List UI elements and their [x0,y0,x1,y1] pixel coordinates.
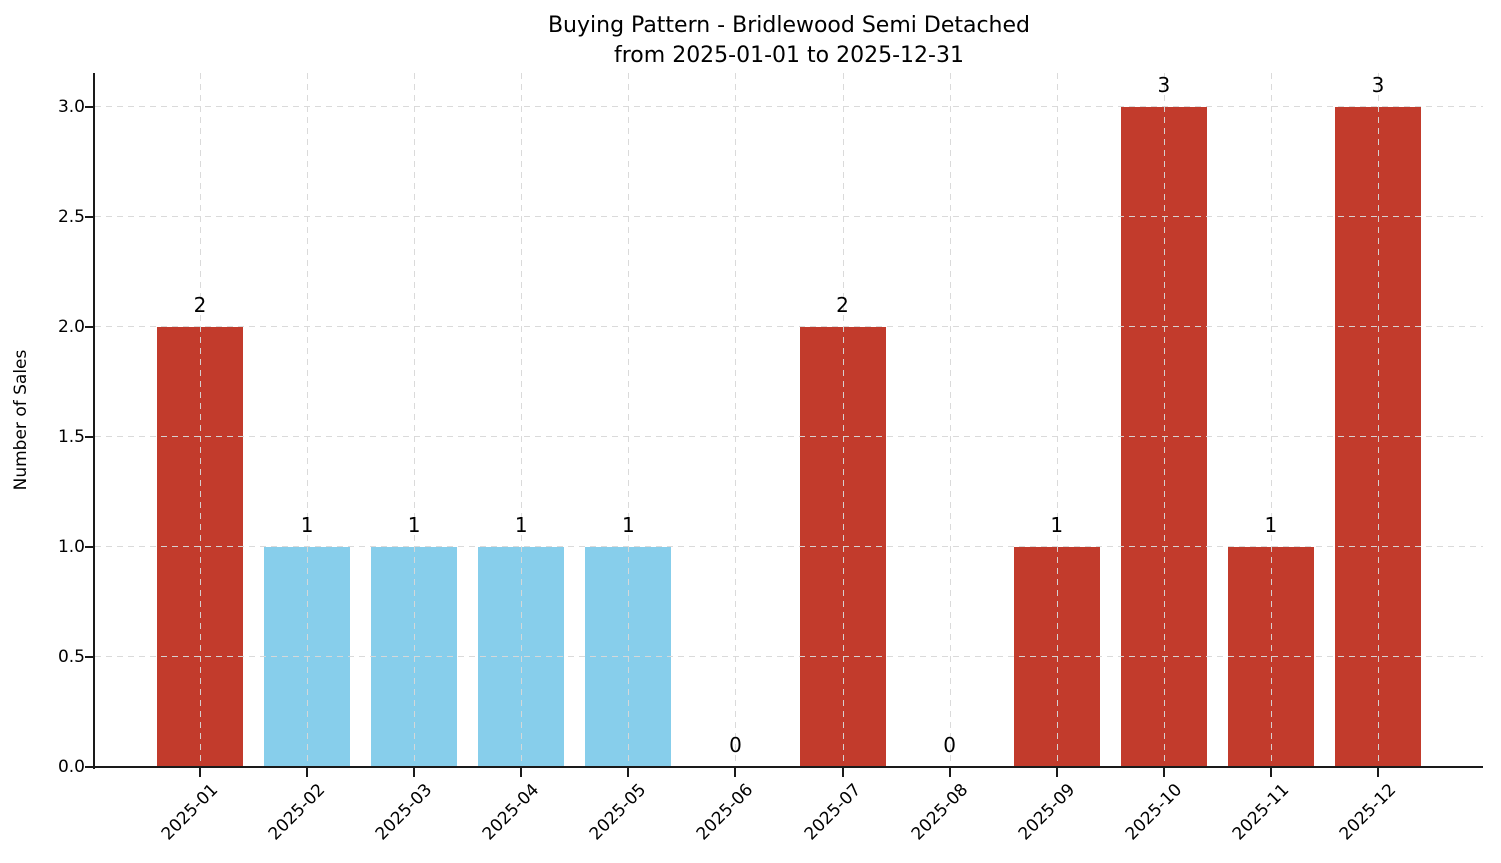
bar-value-label-2025-11: 1 [1264,513,1278,537]
bar-value-label-2025-07: 2 [836,293,849,317]
y-tick-label-3.0: 3.0 [57,97,85,117]
gridline-v-2025-02 [307,73,309,767]
chart-title-line1: Buying Pattern - Bridlewood Semi Detache… [547,13,1031,38]
gridline-v-2025-11 [1270,73,1272,767]
y-tick-2.0 [85,326,95,328]
bar-value-label-2025-02: 1 [300,513,314,537]
x-tick-label-2025-02: 2025-02 [264,780,330,845]
x-tick-2025-07 [841,767,844,777]
gridline-v-2025-09 [1056,73,1058,767]
x-tick-label-2025-12: 2025-12 [1335,780,1401,845]
bar-value-label-2025-04: 1 [514,513,528,537]
bar-value-label-2025-03: 1 [407,513,421,537]
gridline-h-0.5 [95,656,1483,657]
gridline-v-2025-03 [414,73,416,767]
y-tick-label-0.5: 0.5 [57,647,85,667]
y-axis-spine [93,73,95,769]
gridline-v-2025-10 [1163,73,1165,767]
bar-value-label-2025-12: 3 [1371,73,1385,97]
y-tick-label-2.0: 2.0 [57,317,85,337]
gridline-v-2025-12 [1378,73,1379,767]
chart-title: Buying Pattern - Bridlewood Semi Detache… [95,11,1483,71]
y-tick-0.5 [85,656,95,658]
gridline-v-2025-04 [521,73,523,767]
x-tick-2025-05 [627,767,630,777]
x-tick-2025-10 [1162,767,1165,777]
x-tick-2025-02 [306,767,309,777]
gridline-v-2025-06 [735,73,737,767]
x-tick-label-2025-08: 2025-08 [907,780,972,845]
gridline-v-2025-05 [628,73,630,767]
bar-value-label-2025-06: 0 [729,733,742,757]
x-tick-label-2025-05: 2025-05 [586,780,651,845]
y-axis-label: Number of Sales [11,349,31,491]
gridline-h-3.0 [95,106,1483,107]
x-tick-2025-01 [199,767,201,777]
x-tick-label-2025-09: 2025-09 [1014,780,1079,845]
x-tick-label-2025-03: 2025-03 [371,780,437,845]
x-axis-spine [93,766,1483,768]
y-tick-label-1.5: 1.5 [57,427,85,447]
bar-value-label-2025-08: 0 [943,733,956,757]
gridline-h-2.0 [95,326,1483,327]
x-tick-label-2025-06: 2025-06 [693,780,758,845]
y-tick-3.0 [85,106,95,108]
chart-title-line2: from 2025-01-01 to 2025-12-31 [614,43,964,68]
x-tick-2025-08 [948,767,951,777]
gridline-v-2025-08 [949,73,951,767]
y-tick-1.0 [85,546,95,548]
x-tick-2025-12 [1377,767,1379,777]
x-tick-2025-06 [734,767,737,777]
x-tick-label-2025-07: 2025-07 [800,780,865,845]
gridline-h-2.5 [95,216,1483,217]
y-tick-2.5 [85,216,95,218]
gridline-v-2025-01 [200,73,201,767]
gridline-h-1.5 [95,436,1483,437]
gridline-h-1.0 [95,546,1483,547]
gridline-v-2025-07 [842,73,844,767]
bar-value-label-2025-09: 1 [1050,513,1064,537]
plot-area [95,73,1483,767]
x-tick-2025-03 [413,767,416,777]
bar-value-label-2025-05: 1 [621,513,635,537]
y-tick-0.0 [85,766,95,768]
y-tick-1.5 [85,436,95,438]
y-tick-label-0.0: 0.0 [57,757,85,777]
x-tick-label-2025-04: 2025-04 [479,780,544,845]
y-tick-label-1.0: 1.0 [57,537,85,557]
x-tick-label-2025-01: 2025-01 [157,780,223,845]
x-tick-2025-09 [1055,767,1058,777]
x-tick-label-2025-10: 2025-10 [1121,780,1186,845]
x-tick-2025-11 [1269,767,1272,777]
bar-value-label-2025-01: 2 [193,293,207,317]
y-tick-label-2.5: 2.5 [57,207,85,227]
bar-value-label-2025-10: 3 [1157,73,1171,97]
x-tick-2025-04 [520,767,523,777]
x-tick-label-2025-11: 2025-11 [1228,780,1294,845]
